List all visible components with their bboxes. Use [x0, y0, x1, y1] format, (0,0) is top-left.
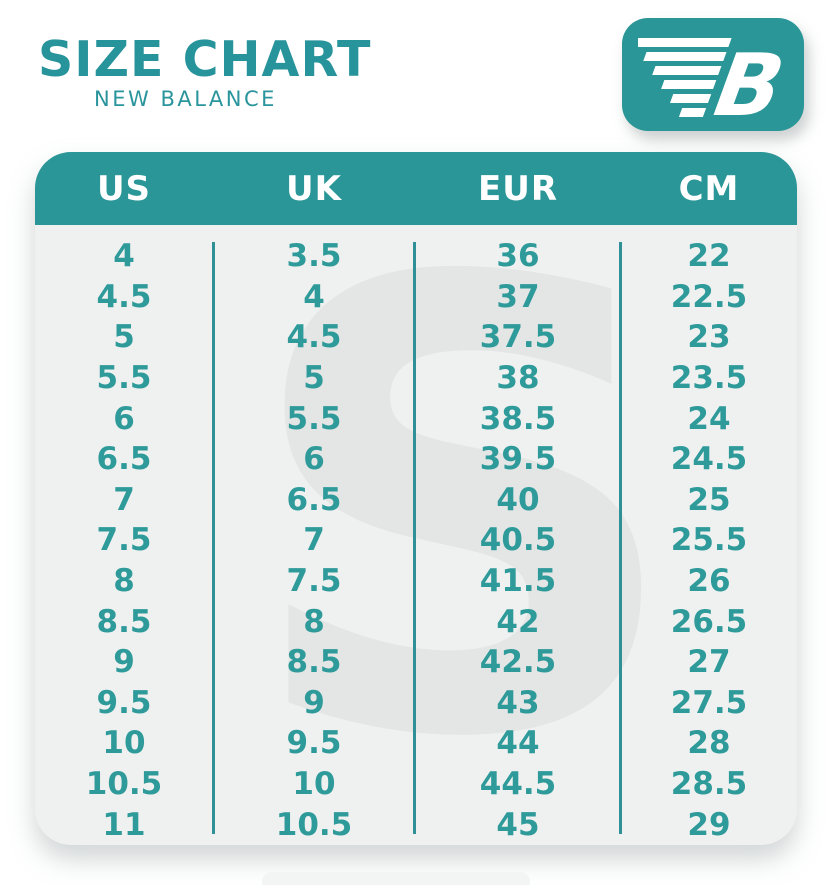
nb-monogram-icon: B — [638, 35, 788, 117]
size-cell: 29 — [687, 806, 731, 843]
size-cell: 23.5 — [670, 360, 748, 397]
table-row: 4.5 4 37 22.5 — [35, 277, 797, 318]
column-divider — [619, 242, 622, 834]
size-cell: 9 — [113, 644, 135, 681]
size-cell: 28 — [687, 725, 731, 762]
bottom-peek-element — [262, 872, 530, 885]
size-cell: 6.5 — [96, 441, 152, 478]
size-cell: 4 — [303, 278, 325, 315]
size-cell: 37.5 — [479, 319, 557, 356]
table-header-row: US UK EUR CM — [35, 152, 797, 225]
size-cell: 41.5 — [479, 563, 557, 600]
table-row: 10 9.5 44 28 — [35, 723, 797, 764]
column-header-uk: UK — [286, 168, 342, 209]
size-cell: 43 — [496, 684, 540, 721]
size-cell: 44.5 — [479, 766, 557, 803]
size-cell: 8 — [113, 563, 135, 600]
nb-monogram-b: B — [698, 35, 788, 116]
size-cell: 23 — [687, 319, 731, 356]
table-row: 7.5 7 40.5 25.5 — [35, 520, 797, 561]
table-row: 7 6.5 40 25 — [35, 480, 797, 521]
page-subtitle: NEW BALANCE — [94, 87, 277, 112]
size-cell: 25 — [687, 481, 731, 518]
column-header-eur: EUR — [477, 168, 558, 209]
new-balance-logo: B — [622, 18, 804, 131]
table-row: 9.5 9 43 27.5 — [35, 683, 797, 724]
size-cell: 37 — [496, 278, 540, 315]
size-cell: 28.5 — [670, 766, 748, 803]
table-body: 4 3.5 36 22 4.5 4 37 22.5 5 4.5 37.5 23 5.5 5 38 23.5 6 5… — [35, 225, 797, 845]
table-row: 11 10.5 45 29 — [35, 804, 797, 845]
size-cell: 4 — [113, 238, 135, 275]
size-cell: 38 — [496, 360, 540, 397]
table-row: 5 4.5 37.5 23 — [35, 317, 797, 358]
size-cell: 44 — [496, 725, 540, 762]
size-cell: 38.5 — [479, 400, 557, 437]
size-cell: 39.5 — [479, 441, 557, 478]
table-row: 6 5.5 38.5 24 — [35, 398, 797, 439]
size-cell: 40.5 — [479, 522, 557, 559]
size-cell: 10.5 — [85, 766, 163, 803]
size-cell: 8 — [303, 603, 325, 640]
size-cell: 9 — [303, 684, 325, 721]
size-cell: 3.5 — [286, 238, 342, 275]
size-cell: 45 — [496, 806, 540, 843]
column-divider — [212, 242, 215, 834]
table-row: 6.5 6 39.5 24.5 — [35, 439, 797, 480]
size-cell: 5 — [113, 319, 135, 356]
size-cell: 10 — [102, 725, 146, 762]
size-cell: 7.5 — [96, 522, 152, 559]
size-cell: 4.5 — [96, 278, 152, 315]
column-header-cm: CM — [678, 168, 740, 209]
size-cell: 5 — [303, 360, 325, 397]
size-cell: 7 — [303, 522, 325, 559]
size-cell: 7 — [113, 481, 135, 518]
table-row: 10.5 10 44.5 28.5 — [35, 764, 797, 805]
size-cell: 9.5 — [286, 725, 342, 762]
size-cell: 8.5 — [96, 603, 152, 640]
size-cell: 42 — [496, 603, 540, 640]
title-block: SIZE CHART NEW BALANCE — [38, 31, 372, 112]
size-cell: 22 — [687, 238, 731, 275]
size-cell: 25.5 — [670, 522, 748, 559]
size-cell: 42.5 — [479, 644, 557, 681]
table-row: 4 3.5 36 22 — [35, 236, 797, 277]
table-row: 5.5 5 38 23.5 — [35, 358, 797, 399]
size-cell: 24 — [687, 400, 731, 437]
size-cell: 8.5 — [286, 644, 342, 681]
size-cell: 6 — [113, 400, 135, 437]
size-cell: 11 — [102, 806, 146, 843]
size-cell: 24.5 — [670, 441, 748, 478]
size-cell: 27 — [687, 644, 731, 681]
size-cell: 7.5 — [286, 563, 342, 600]
size-cell: 5.5 — [286, 400, 342, 437]
size-cell: 22.5 — [670, 278, 748, 315]
watermark-s: S — [240, 152, 687, 845]
size-cell: 4.5 — [286, 319, 342, 356]
size-cell: 27.5 — [670, 684, 748, 721]
size-cell: 36 — [496, 238, 540, 275]
size-cell: 40 — [496, 481, 540, 518]
size-cell: 26 — [687, 563, 731, 600]
page-title: SIZE CHART — [38, 31, 372, 88]
size-table: S US UK EUR CM 4 3.5 36 22 4.5 4 37 22.5 5 4.5 37.… — [35, 152, 797, 845]
size-cell: 6 — [303, 441, 325, 478]
table-row: 8 7.5 41.5 26 — [35, 561, 797, 602]
table-row: 8.5 8 42 26.5 — [35, 601, 797, 642]
size-cell: 5.5 — [96, 360, 152, 397]
size-cell: 9.5 — [96, 684, 152, 721]
column-header-us: US — [96, 168, 152, 209]
size-cell: 10.5 — [275, 806, 353, 843]
size-cell: 10 — [292, 766, 336, 803]
size-cell: 6.5 — [286, 481, 342, 518]
table-row: 9 8.5 42.5 27 — [35, 642, 797, 683]
size-cell: 26.5 — [670, 603, 748, 640]
column-divider — [413, 242, 416, 834]
